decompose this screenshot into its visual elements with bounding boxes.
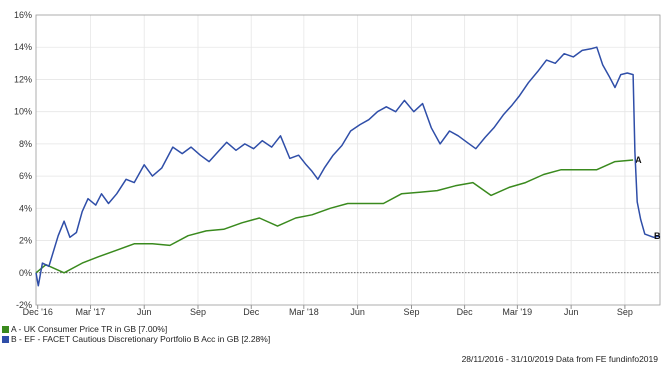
y-axis-ticks: -2% 0% 2% 4% 6% 8% 10% 12% 14% 16%: [14, 10, 32, 310]
y-tick-label: 2%: [19, 236, 32, 246]
y-tick-label: 14%: [14, 42, 32, 52]
legend-label-a: A - UK Consumer Price TR in GB [7.00%]: [11, 324, 168, 334]
x-tick-label: Jun: [137, 307, 152, 317]
legend-swatch-a: [2, 326, 9, 333]
legend-entry-b: B - EF - FACET Cautious Discretionary Po…: [2, 334, 270, 344]
y-tick-label: 10%: [14, 107, 32, 117]
series-line-a: [35, 159, 634, 274]
y-tick-label: 0%: [19, 268, 32, 278]
x-tick-label: Mar '19: [502, 307, 532, 317]
x-tick-label: Sep: [617, 307, 633, 317]
legend-entry-a: A - UK Consumer Price TR in GB [7.00%]: [2, 324, 167, 334]
x-tick-label: Mar '17: [76, 307, 106, 317]
x-tick-label: Mar '18: [289, 307, 319, 317]
y-tick-label: -2%: [16, 300, 32, 310]
x-tick-label: Sep: [190, 307, 206, 317]
data-source-note: 28/11/2016 - 31/10/2019 Data from FE fun…: [461, 354, 658, 364]
series-end-label-b: B: [654, 231, 661, 241]
x-tick-label: Dec: [457, 307, 474, 317]
legend-swatch-b: [2, 336, 9, 343]
plot-frame: [35, 14, 661, 306]
y-tick-label: 12%: [14, 74, 32, 84]
series-end-label-a: A: [635, 155, 642, 165]
x-axis-ticks: Dec '16 Mar '17 Jun Sep Dec Mar '18 Jun Sep Dec M…: [23, 305, 633, 317]
legend-label-b: B - EF - FACET Cautious Discretionary Po…: [11, 334, 271, 344]
y-tick-label: 4%: [19, 203, 32, 213]
x-tick-label: Dec: [243, 307, 260, 317]
y-tick-label: 8%: [19, 139, 32, 149]
chart-gridlines: [36, 15, 660, 305]
x-tick-label: Jun: [350, 307, 365, 317]
x-tick-label: Dec '16: [23, 307, 53, 317]
y-tick-label: 6%: [19, 171, 32, 181]
series-lines: AB: [35, 46, 661, 287]
series-line-b: [35, 46, 661, 287]
x-tick-label: Sep: [403, 307, 419, 317]
x-tick-label: Jun: [564, 307, 579, 317]
y-tick-label: 16%: [14, 10, 32, 20]
